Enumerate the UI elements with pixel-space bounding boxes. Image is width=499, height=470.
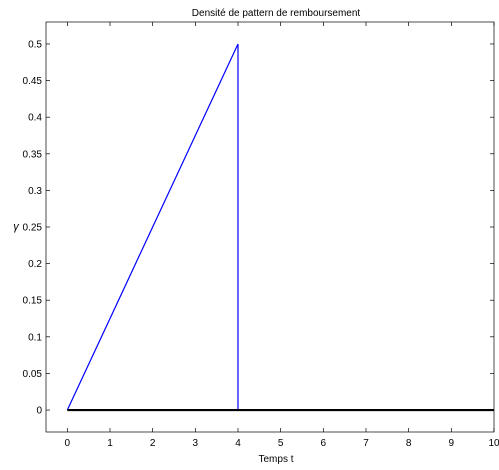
x-tick-label: 7 <box>363 438 369 449</box>
x-tick-label: 10 <box>488 438 499 449</box>
y-tick-label: 0.1 <box>28 332 42 343</box>
y-tick-label: 0.15 <box>23 296 43 307</box>
y-tick-label: 0.5 <box>28 39 42 50</box>
series-layer <box>66 43 494 412</box>
x-tick-label: 4 <box>235 438 241 449</box>
x-tick-label: 6 <box>321 438 327 449</box>
x-tick-label: 8 <box>406 438 412 449</box>
x-tick-label: 2 <box>150 438 156 449</box>
y-tick-label: 0.35 <box>23 149 43 160</box>
x-tick-label: 3 <box>193 438 199 449</box>
x-axis-label: Temps t <box>258 454 293 465</box>
y-tick-label: 0.05 <box>23 369 43 380</box>
y-tick-label: 0.45 <box>23 76 43 87</box>
chart-title: Densité de pattern de remboursement <box>192 8 361 19</box>
y-tick-label: 0.3 <box>28 186 42 197</box>
y-axis-ticks: 0 0.05 0.1 0.15 0.2 0.25 0.3 0.35 0.4 0.45 0.5 <box>23 39 494 417</box>
y-tick-label: 0.25 <box>23 223 43 234</box>
series-line-0 <box>66 43 239 411</box>
x-tick-label: 9 <box>449 438 455 449</box>
y-axis-label: γ <box>13 221 20 233</box>
x-tick-label: 1 <box>107 438 113 449</box>
y-tick-label: 0 <box>36 406 42 417</box>
y-tick-label: 0.2 <box>28 259 42 270</box>
x-axis-ticks: 0 1 2 3 4 5 6 7 8 9 10 <box>65 22 499 449</box>
x-tick-label: 0 <box>65 438 71 449</box>
x-tick-label: 5 <box>278 438 284 449</box>
plot-area <box>45 21 495 433</box>
y-tick-label: 0.4 <box>28 113 42 124</box>
